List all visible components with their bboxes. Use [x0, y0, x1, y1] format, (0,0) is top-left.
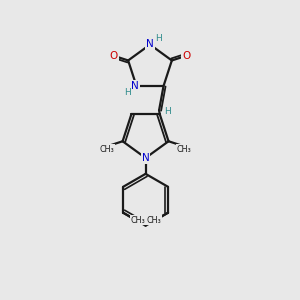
Text: O: O — [182, 51, 190, 61]
Text: CH₃: CH₃ — [146, 216, 161, 225]
Text: N: N — [142, 153, 149, 163]
Text: O: O — [110, 51, 118, 61]
Text: H: H — [124, 88, 131, 97]
Text: N: N — [131, 81, 139, 91]
Text: CH₃: CH₃ — [177, 145, 191, 154]
Text: CH₃: CH₃ — [100, 145, 115, 154]
Text: H: H — [164, 107, 171, 116]
Text: CH₃: CH₃ — [130, 216, 145, 225]
Text: N: N — [146, 39, 154, 49]
Text: H: H — [155, 34, 162, 43]
